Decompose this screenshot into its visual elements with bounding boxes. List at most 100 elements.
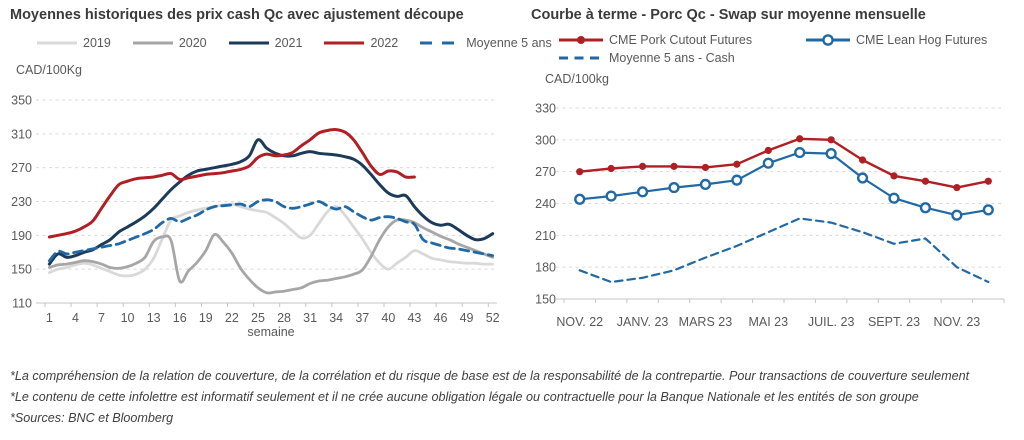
y-axis-tick-label: 350 [11,94,32,108]
y-axis-tick-label: 230 [11,195,32,209]
legend-item-label: 2022 [370,36,399,50]
left-y-axis-unit-label: CAD/100Kg [16,63,83,77]
y-axis-tick-label: 210 [535,229,556,243]
data-point-marker [953,183,961,192]
data-point-marker [576,168,584,176]
legend-swatch-line-icon [806,34,850,46]
x-axis-tick-label: 52 [486,311,500,325]
legend-swatch-line-icon [37,41,77,45]
data-point-marker [701,163,710,172]
legend-item-cme-lean-hog-futures: CME Lean Hog Futures [805,33,987,47]
x-axis-tick-label: MAI 23 [748,315,788,329]
x-axis-tick-label: NOV. 23 [933,315,980,329]
legend-item-label: Moyenne 5 ans [466,36,552,50]
x-axis-tick-label: 7 [98,311,105,325]
data-point-marker [982,204,994,216]
data-point-marker [731,174,743,186]
data-point-marker [638,162,647,170]
footnotes-block: *La compréhension de la relation de couv… [10,366,1018,429]
legend-item-label: 2020 [178,36,207,50]
data-point-marker [856,172,869,184]
series-line-2022 [47,128,416,239]
left-chart-title: Moyennes historiques des prix cash Qc av… [10,7,464,23]
data-point-marker [668,181,680,194]
x-axis-tick-label: 49 [460,311,474,325]
legend-item-2020: 2020 [132,36,207,50]
x-axis-tick-label: 25 [251,311,265,325]
x-axis-tick-label: 16 [173,311,187,325]
y-axis-tick-label: 270 [535,165,556,179]
y-axis-tick-label: 330 [535,102,556,116]
right-chart-legend-row-2: Moyenne 5 ans - Cash [558,51,735,65]
data-point-marker [574,193,586,205]
x-axis-tick-label: 10 [121,311,135,325]
data-point-marker [699,178,712,191]
data-point-marker [919,202,932,214]
data-point-marker [762,157,774,169]
y-axis-tick-label: 150 [535,293,556,307]
legend-item-label: 2019 [83,36,111,50]
x-axis-tick-label: 22 [225,311,239,325]
x-axis-tick-label: 19 [199,311,213,325]
x-axis-tick-label: 46 [434,311,448,325]
legend-swatch-line-icon [228,41,269,45]
legend-swatch-dashed-line-icon [420,41,461,45]
series-line-cme-pork-cutout-futures [578,137,990,189]
legend-item-label: CME Lean Hog Futures [856,33,988,47]
footnote-line: *La compréhension de la relation de couv… [10,369,970,383]
data-point-marker [733,160,741,168]
right-chart-legend: CME Pork Cutout Futures CME Lean Hog Futu… [558,33,987,65]
y-axis-tick-label: 300 [535,133,556,147]
right-chart-title: Courbe à terme - Porc Qc - Swap sur moye… [531,7,926,23]
data-point-marker [794,146,806,159]
x-axis-title: semaine [247,325,294,339]
x-axis-tick-label: NOV. 22 [556,315,603,329]
y-axis-tick-label: 110 [12,297,32,311]
footnote-line: *Le contenu de cette infolettre est info… [10,390,919,404]
data-point-marker [890,172,898,180]
legend-item-label: CME Pork Cutout Futures [609,33,753,47]
data-point-marker [764,146,772,155]
x-axis-tick-label: 43 [407,311,421,325]
y-axis-tick-label: 310 [11,127,32,141]
x-axis-tick-label: 28 [277,311,291,325]
data-point-marker [888,192,900,204]
series-line-2019 [47,202,495,278]
x-axis-tick-label: 40 [381,311,395,325]
right-chart-legend-row-1: CME Pork Cutout Futures CME Lean Hog Futu… [558,33,987,47]
legend-item-cme-pork-cutout-futures: CME Pork Cutout Futures [558,33,805,47]
legend-item-label: 2021 [274,36,303,50]
left-chart-legend: 2019 2020 2021 2022 Moyenne 5 ans [36,36,552,50]
data-point-marker [827,136,835,144]
data-point-marker [951,209,963,221]
data-point-marker [607,164,615,173]
left-chart-plot: 350 310 270 230 190 150 110 1 4 7 10 13 16 19 22 25 28 31… [11,94,500,340]
legend-swatch-line-icon [559,36,603,44]
x-axis-tick-label: 34 [329,311,343,325]
y-axis-tick-label: 180 [535,261,556,275]
legend-item-moyenne-5-ans-cash: Moyenne 5 ans - Cash [558,51,735,65]
data-point-marker [825,148,837,160]
series-line-2020 [47,218,495,295]
data-point-marker [636,186,649,198]
legend-swatch-line-icon [324,41,365,45]
x-axis-tick-label: SEPT. 23 [868,315,920,329]
legend-swatch-dashed-line-icon [559,56,603,60]
x-axis-tick-label: 31 [303,311,317,325]
footnote-line: *Sources: BNC et Bloomberg [10,411,174,425]
y-axis-tick-label: 270 [11,161,32,175]
legend-item-label: Moyenne 5 ans - Cash [609,51,735,65]
legend-item-2022: 2022 [323,36,398,50]
data-point-marker [984,177,992,185]
data-point-marker [921,177,930,185]
x-axis-tick-label: 1 [46,311,53,325]
series-line-2021 [47,138,495,266]
right-y-axis-unit-label: CAD/100kg [545,72,609,86]
series-line-moyenne-5-ans-cash [578,217,990,284]
data-point-marker [670,162,678,170]
legend-item-2019: 2019 [36,36,111,50]
x-axis-tick-label: 4 [72,311,79,325]
legend-item-2021: 2021 [228,36,303,50]
